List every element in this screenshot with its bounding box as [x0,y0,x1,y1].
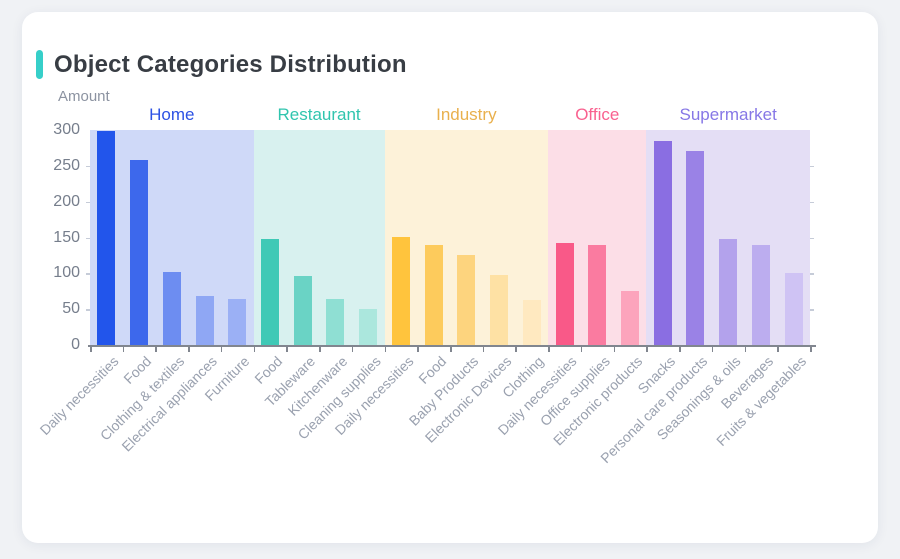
x-axis-tick [711,347,714,352]
y-axis-tick-right [810,273,814,275]
x-axis-tick [417,347,419,352]
bar-industry-clothing[interactable] [522,299,541,345]
group-label-home: Home [149,105,195,124]
x-axis-tick [646,347,648,352]
x-axis-tick [220,347,223,352]
group-label-industry: Industry [436,105,497,124]
y-axis-tick-right [810,165,814,168]
bar-home-electrical-appliances[interactable] [195,296,214,345]
title-accent-bar [36,50,43,79]
card-header: Object Categories Distribution [36,50,407,79]
y-axis-tick-right [810,309,814,311]
bar-restaurant-tableware[interactable] [293,276,312,345]
bar-industry-baby-products[interactable] [457,254,476,345]
y-axis-tick-label-250: 250 [53,156,80,174]
bar-home-clothing-textiles[interactable] [162,271,181,345]
bar-supermarket-snacks[interactable] [653,141,672,345]
y-axis-tick-left [86,237,90,239]
y-axis-tick-left [86,273,90,275]
group-label-restaurant: Restaurant [277,105,361,124]
x-axis-tick [286,347,288,352]
y-axis-tick-left [86,201,90,204]
y-axis-tick-right [810,237,814,239]
x-axis-tick [253,347,256,352]
y-axis-tick-left [86,165,90,168]
x-axis-tick [450,347,452,352]
bar-home-daily-necessities[interactable] [97,131,116,345]
y-axis-tick-right [810,201,814,204]
chart-title: Object Categories Distribution [54,50,407,78]
x-axis-tick [90,347,92,352]
x-axis-tick [580,347,583,352]
x-axis-tick [319,347,321,352]
y-axis-tick-label-100: 100 [53,264,80,282]
bar-office-daily-necessities[interactable] [555,243,574,345]
x-axis-tick [548,347,550,352]
bar-supermarket-fruits-vegetables[interactable] [784,273,803,345]
y-axis-tick-label-300: 300 [53,121,80,138]
bar-restaurant-cleaning-supplies[interactable] [359,309,378,345]
x-axis-line [88,345,816,347]
bar-home-furniture[interactable] [228,299,247,345]
bar-office-electronic-products[interactable] [621,291,639,345]
x-axis-tick [188,347,190,352]
y-axis-tick-left [86,309,90,311]
bar-supermarket-personal-care-products[interactable] [686,150,705,345]
bar-industry-daily-necessities[interactable] [391,236,410,345]
bar-industry-food[interactable] [424,245,443,345]
bar-supermarket-seasonings-oils[interactable] [719,238,738,345]
x-axis-tick [122,347,125,352]
x-axis-tick [515,347,517,352]
bar-home-food[interactable] [130,160,149,345]
x-axis-tick [351,347,354,352]
y-axis-tick-label-0: 0 [71,336,80,353]
x-axis-tick [613,347,616,352]
group-label-supermarket: Supermarket [679,105,777,124]
bar-supermarket-beverages[interactable] [751,244,770,345]
x-axis-tick [155,347,157,352]
y-axis-tick-label-200: 200 [53,192,80,210]
x-axis-tick [810,347,812,352]
x-axis-tick [679,347,681,352]
bar-office-office-supplies[interactable] [588,245,607,345]
y-axis-tick-label-150: 150 [53,228,80,246]
y-axis-tick-label-50: 50 [62,300,80,318]
bar-industry-electronic-devices[interactable] [490,274,509,345]
bar-restaurant-food[interactable] [261,238,279,345]
x-axis-tick [482,347,485,352]
y-axis-title: Amount [58,88,110,105]
x-axis-tick [777,347,779,352]
x-axis-tick [744,347,747,352]
group-label-office: Office [575,105,620,124]
bar-chart-plot-area: 0 50 100 150 200 250 300 Home Daily necessities F… [22,12,878,543]
bar-restaurant-kitchenware[interactable] [326,299,345,345]
x-axis-tick [384,347,387,352]
